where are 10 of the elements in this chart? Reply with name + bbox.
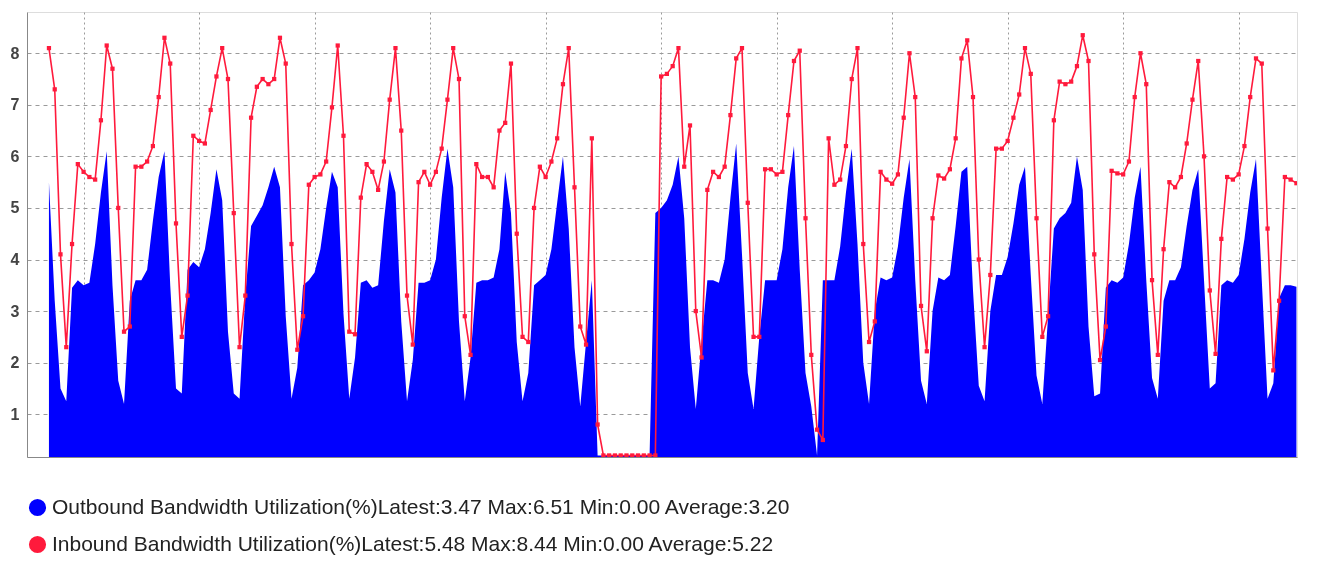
y-tick-label: 6 <box>10 147 20 165</box>
y-tick-label: 5 <box>10 199 20 217</box>
y-tick-label: 4 <box>10 251 20 269</box>
legend-label: Outbound Bandwidth Utilization(%)Latest:3.47 Max:6.51 Min:0.00 Average:3.20 <box>52 494 790 518</box>
y-tick-label: 8 <box>10 44 20 62</box>
y-tick-label: 2 <box>10 354 20 372</box>
y-tick-label: 1 <box>10 405 20 423</box>
y-tick-label: 7 <box>10 96 20 114</box>
legend-label: Inbound Bandwidth Utilization(%)Latest:5.48 Max:8.44 Min:0.00 Average:5.22 <box>52 531 774 555</box>
y-tick-label: 3 <box>10 302 20 320</box>
